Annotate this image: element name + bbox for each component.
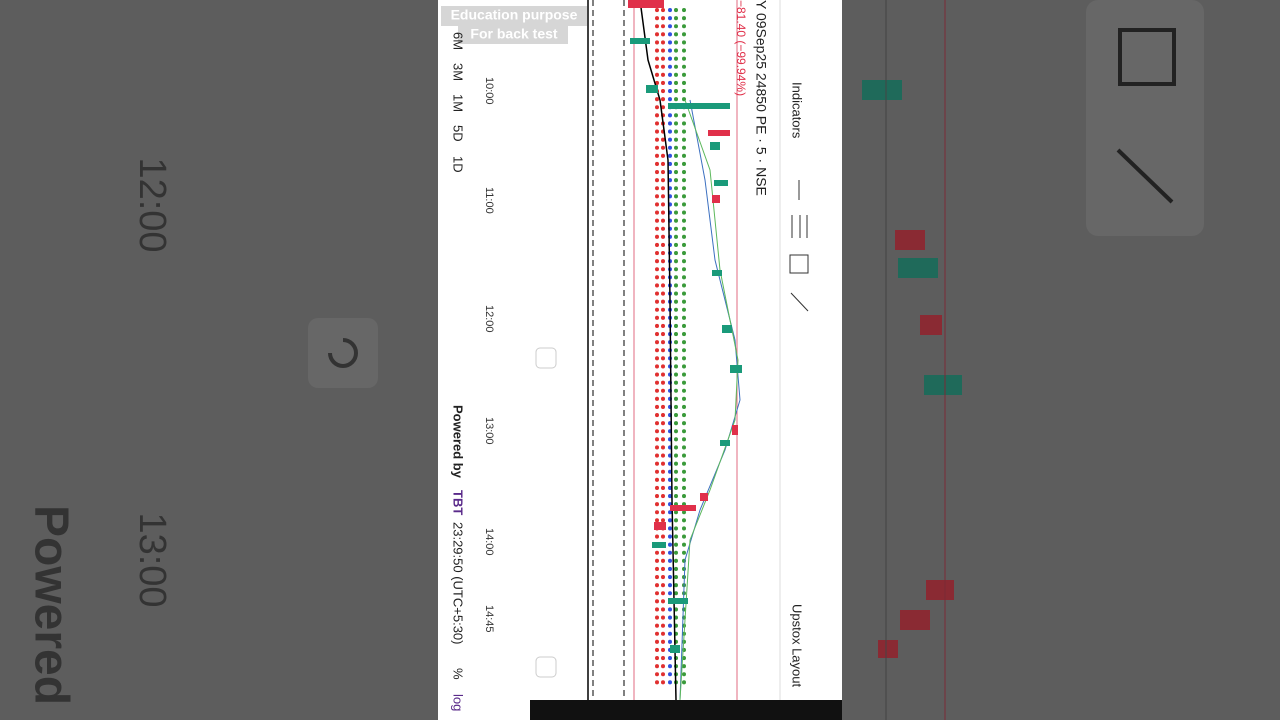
bg-text: 12:00	[131, 157, 173, 252]
avg-line	[679, 99, 739, 701]
time-label: 14:45	[483, 605, 495, 633]
watermark: For back test	[470, 26, 557, 42]
bg-icon	[1116, 148, 1174, 204]
time-label: 10:00	[483, 77, 495, 105]
time-label: 12:00	[483, 305, 495, 333]
indicators-button[interactable]: Indicators	[790, 82, 805, 139]
timeframe-button[interactable]: 1M	[451, 94, 466, 112]
reset-button[interactable]	[535, 347, 557, 369]
price-line	[639, 0, 677, 701]
time-label: 13:00	[483, 417, 495, 445]
time-label: 14:00	[483, 528, 495, 556]
right-blur	[842, 0, 1280, 720]
draw-tools[interactable]	[789, 180, 809, 312]
price-scale	[530, 700, 842, 720]
timeframe-button[interactable]: 1D	[451, 156, 466, 173]
bg-candles	[862, 0, 962, 720]
brand: TBT	[451, 490, 466, 515]
clock: 23:29:50 (UTC+5:30)	[451, 522, 466, 644]
percent-toggle[interactable]: %	[451, 668, 466, 680]
phone-panel	[438, 0, 842, 720]
watermark-bg	[458, 26, 568, 44]
log-toggle[interactable]: log	[451, 694, 466, 711]
watermark: Education purpose	[451, 7, 578, 23]
bg-button	[308, 318, 378, 388]
powered-by: Powered by	[451, 405, 466, 479]
price-change: −81.40 (−99.94%)	[734, 0, 748, 96]
timeframe-button[interactable]: 3M	[451, 63, 466, 81]
bg-icon	[328, 338, 358, 368]
timeframe-button[interactable]: 6M	[451, 32, 466, 50]
bg-text: 13:00	[131, 512, 173, 607]
bg-toolbar	[1086, 0, 1204, 236]
timeframe-button[interactable]: 5D	[451, 125, 466, 142]
watermark-bg	[441, 6, 587, 26]
toolbar	[780, 0, 842, 720]
symbol-title: Y 09Sep25 24850 PE · 5 · NSE	[753, 0, 769, 196]
bg-text: Powered b	[24, 505, 77, 720]
time-label: 11:00	[483, 187, 495, 214]
scroll-button[interactable]	[535, 656, 557, 678]
layout-button[interactable]: Upstox Layout	[790, 604, 805, 687]
bg-icon	[1118, 28, 1176, 86]
candles	[628, 0, 742, 653]
